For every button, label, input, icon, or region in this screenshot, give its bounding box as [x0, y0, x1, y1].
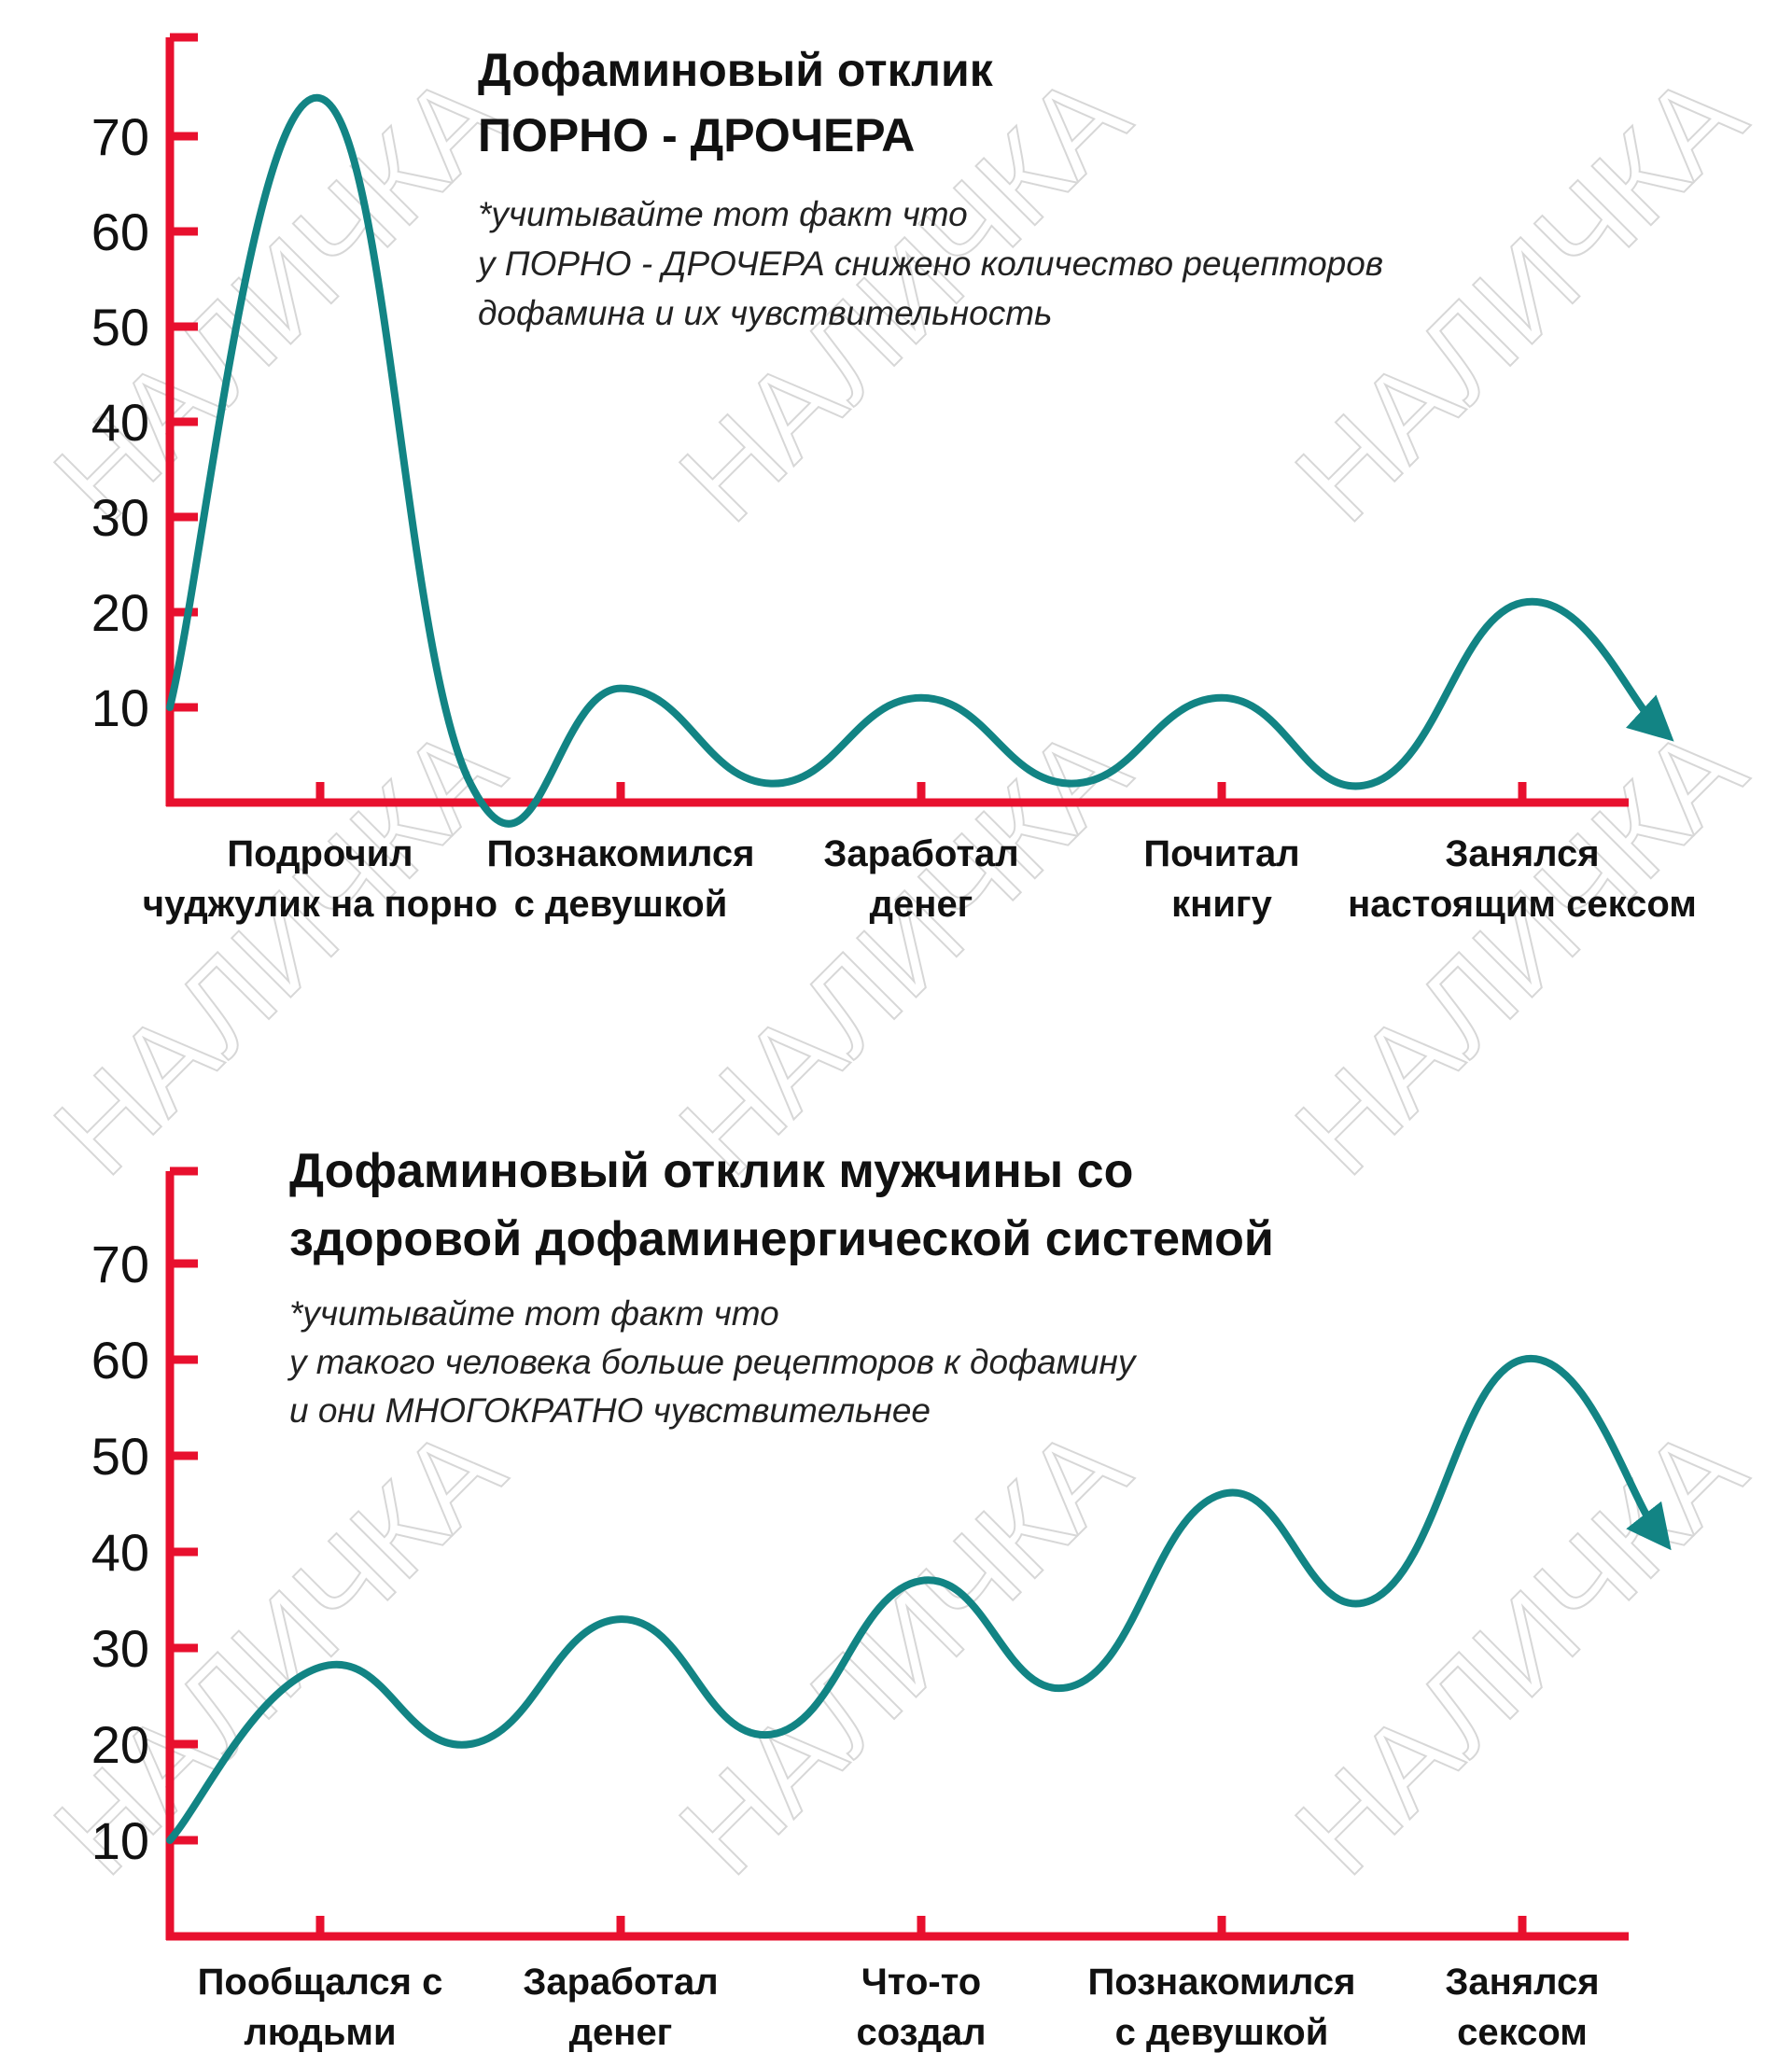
- watermark-text: НАЛИЧКА: [1269, 700, 1770, 1200]
- y-tick-label: 10: [91, 678, 149, 737]
- x-category-label: Что-то: [861, 1962, 981, 2003]
- x-category-label: денег: [569, 2012, 673, 2053]
- y-tick-label: 10: [91, 1811, 149, 1870]
- watermark-text: НАЛИЧКА: [653, 1400, 1154, 1900]
- chart-note: и они МНОГОКРАТНО чувствительнее: [289, 1391, 931, 1430]
- y-tick-label: 50: [91, 1427, 149, 1486]
- chart-note: у такого человека больше рецепторов к до…: [287, 1343, 1138, 1381]
- chart-note: *учитывайте тот факт что: [478, 195, 968, 233]
- chart-note: у ПОРНО - ДРОЧЕРА снижено количество рец…: [475, 244, 1383, 283]
- series-line: [166, 94, 1674, 828]
- x-category-label: Подрочил: [227, 833, 413, 874]
- y-tick-label: 60: [91, 1331, 149, 1390]
- y-tick-label: 30: [91, 488, 149, 547]
- chart-title: здоровой дофаминергической системой: [289, 1212, 1274, 1266]
- y-tick-label: 20: [91, 583, 149, 642]
- chart-title: ПОРНО - ДРОЧЕРА: [478, 109, 915, 161]
- x-category-label: Заработал: [823, 833, 1018, 874]
- watermark-text: НАЛИЧКА: [653, 700, 1154, 1200]
- y-tick-label: 40: [91, 393, 149, 452]
- y-tick-label: 20: [91, 1715, 149, 1774]
- x-category-label: с девушкой: [514, 884, 728, 925]
- y-tick-label: 70: [91, 107, 149, 166]
- x-category-label: Познакомился: [487, 833, 755, 874]
- x-category-label: Почитал: [1143, 833, 1299, 874]
- x-category-label: с девушкой: [1115, 2012, 1329, 2053]
- y-tick-label: 40: [91, 1523, 149, 1582]
- x-category-label: Занялся: [1445, 1962, 1599, 2003]
- x-category-label: сексом: [1457, 2012, 1588, 2053]
- x-category-label: создал: [856, 2012, 986, 2053]
- chart-note: *учитывайте тот факт что: [289, 1294, 779, 1333]
- chart-title: Дофаминовый отклик: [478, 44, 994, 96]
- watermark-text: НАЛИЧКА: [28, 700, 528, 1200]
- chart-note: дофамина и их чувствительность: [478, 294, 1052, 332]
- x-category-label: Заработал: [523, 1962, 718, 2003]
- x-category-label: людьми: [244, 2012, 396, 2053]
- x-category-label: Занялся: [1445, 833, 1599, 874]
- chart-title: Дофаминовый отклик мужчины со: [289, 1144, 1133, 1198]
- x-category-label: книгу: [1171, 884, 1272, 925]
- y-tick-label: 30: [91, 1619, 149, 1678]
- x-category-label: денег: [870, 884, 973, 925]
- chart-healthy-man: 10 20 30 40 50 60 70 Пообщался с людьми Заработал…: [91, 1144, 1672, 2053]
- watermark-text: НАЛИЧКА: [1269, 1400, 1770, 1900]
- x-category-label: Пообщался с: [198, 1962, 443, 2003]
- y-tick-label: 70: [91, 1235, 149, 1293]
- y-tick-label: 60: [91, 203, 149, 261]
- x-category-label: чуджулик на порно: [143, 884, 497, 925]
- watermark-text: НАЛИЧКА: [1269, 47, 1770, 547]
- x-category-label: настоящим сексом: [1348, 884, 1697, 925]
- x-category-label: Познакомился: [1088, 1962, 1356, 2003]
- chart-porn-addict: 10 20 30 40 50 60 70 Подрочил чуджулик на порно П…: [91, 33, 1697, 925]
- y-tick-label: 50: [91, 298, 149, 356]
- series-line: [166, 1354, 1672, 1844]
